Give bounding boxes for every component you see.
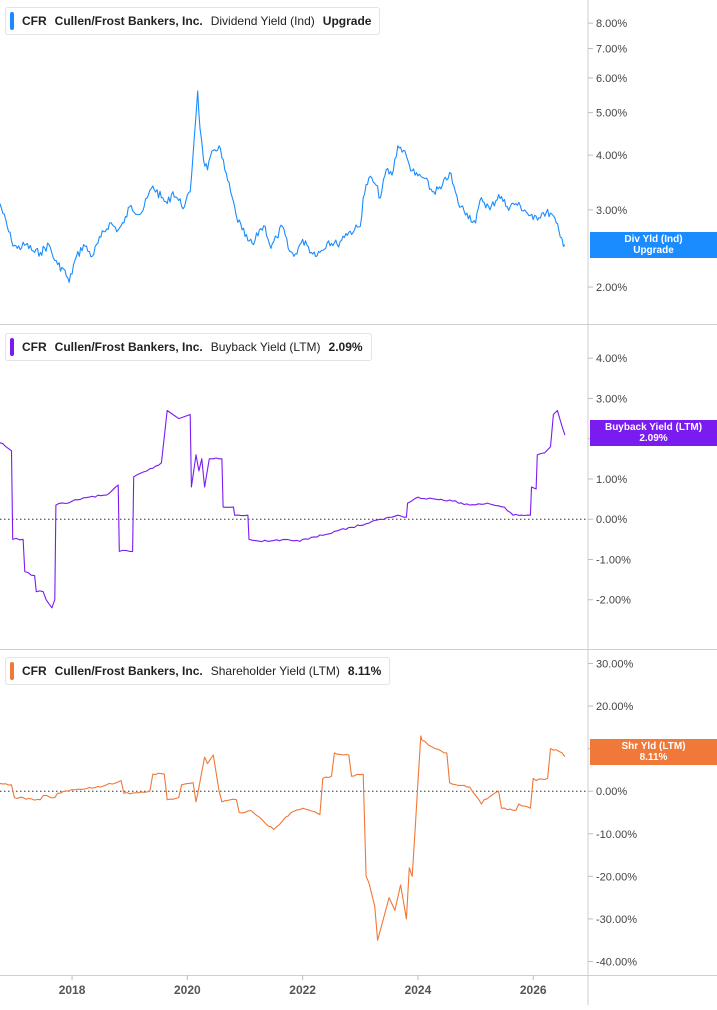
x-tick-label: 2022 — [289, 983, 316, 997]
panel-3-metric: Shareholder Yield (LTM) — [210, 664, 340, 678]
y-tick-label: 30.00% — [596, 659, 634, 671]
panel-2-legend[interactable]: CFR Cullen/Frost Bankers, Inc. Buyback Y… — [5, 333, 372, 361]
panel-1-flag-label: Div Yld (Ind) — [624, 234, 683, 245]
panel-1-ticker: CFR — [22, 14, 47, 28]
series-line-1 — [0, 90, 566, 283]
y-tick-label: -10.00% — [596, 829, 637, 841]
y-tick-label: 20.00% — [596, 701, 634, 713]
x-tick-label: 2024 — [405, 983, 432, 997]
y-tick-label: 5.00% — [596, 108, 627, 120]
panel-2-metric: Buyback Yield (LTM) — [210, 340, 321, 354]
x-tick-label: 2020 — [174, 983, 201, 997]
panel-3-value-flag: Shr Yld (LTM) 8.11% — [590, 739, 717, 765]
panel-2-flag-label: Buyback Yield (LTM) — [604, 422, 703, 433]
y-tick-label: -40.00% — [596, 956, 637, 968]
y-tick-label: -30.00% — [596, 914, 637, 926]
y-tick-label: -2.00% — [596, 595, 631, 607]
panel-1-flag-value: Upgrade — [633, 245, 674, 256]
panel-2-flag-value: 2.09% — [639, 433, 668, 444]
panel-1-value: Upgrade — [322, 14, 372, 28]
y-tick-label: 4.00% — [596, 150, 627, 162]
y-tick-label: 2.00% — [596, 282, 627, 294]
y-tick-label: -1.00% — [596, 554, 631, 566]
panel-3-legend-swatch — [10, 662, 14, 680]
panel-2-company: Cullen/Frost Bankers, Inc. — [54, 340, 203, 354]
panel-2-ticker: CFR — [22, 340, 47, 354]
panel-2-value-flag: Buyback Yield (LTM) 2.09% — [590, 420, 717, 446]
series-line-2 — [0, 409, 566, 609]
panel-3-value: 8.11% — [347, 664, 382, 678]
panel-3-company: Cullen/Frost Bankers, Inc. — [54, 664, 203, 678]
panel-3-legend[interactable]: CFR Cullen/Frost Bankers, Inc. Sharehold… — [5, 657, 391, 685]
y-tick-label: 1.00% — [596, 474, 627, 486]
y-tick-label: 8.00% — [596, 18, 627, 30]
panel-1-value-flag: Div Yld (Ind) Upgrade — [590, 232, 717, 258]
y-tick-label: 6.00% — [596, 73, 627, 85]
y-tick-label: 3.00% — [596, 205, 627, 217]
panel-1-company: Cullen/Frost Bankers, Inc. — [54, 14, 203, 28]
series-line-3 — [0, 735, 566, 941]
x-tick-label: 2026 — [520, 983, 547, 997]
panel-2-value: 2.09% — [328, 340, 363, 354]
y-tick-label: 0.00% — [596, 786, 627, 798]
panel-1-legend[interactable]: CFR Cullen/Frost Bankers, Inc. Dividend … — [5, 7, 381, 35]
y-tick-label: 7.00% — [596, 44, 627, 56]
panel-3-flag-value: 8.11% — [639, 752, 668, 763]
panel-2-legend-swatch — [10, 338, 14, 356]
y-tick-label: 0.00% — [596, 514, 627, 526]
y-tick-label: 4.00% — [596, 353, 627, 365]
panel-1-metric: Dividend Yield (Ind) — [210, 14, 315, 28]
y-tick-label: -20.00% — [596, 871, 637, 883]
panel-1-legend-swatch — [10, 12, 14, 30]
x-tick-label: 2018 — [59, 983, 86, 997]
panel-3-ticker: CFR — [22, 664, 47, 678]
y-tick-label: 3.00% — [596, 393, 627, 405]
panel-3-flag-label: Shr Yld (LTM) — [621, 741, 686, 752]
